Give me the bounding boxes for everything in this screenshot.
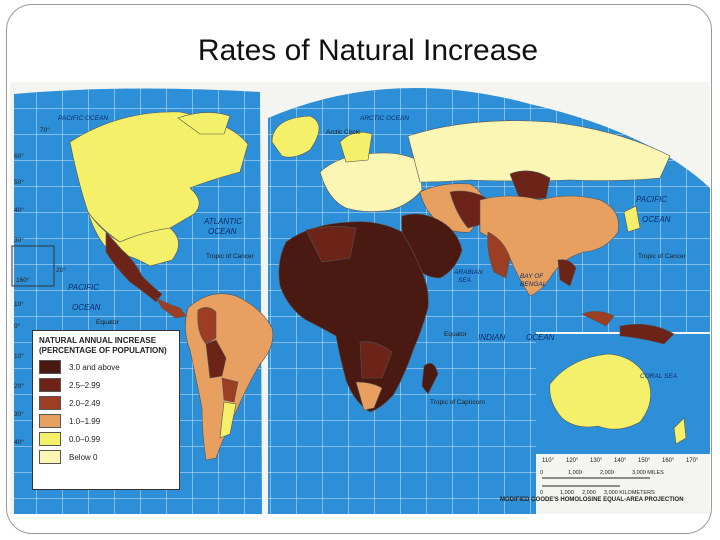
lon-label: 140° (614, 458, 627, 464)
lon-label: 110° (542, 458, 555, 464)
legend-row: 0.0–0.99 (39, 432, 173, 446)
slide-frame (6, 4, 712, 534)
australia (549, 353, 687, 445)
label-indian-1: INDIAN (478, 333, 505, 342)
legend-row: 2.0–2.49 (39, 396, 173, 410)
lat-label: 40° (14, 438, 24, 446)
lat-label: 50° (14, 178, 24, 186)
europe (319, 131, 423, 212)
lon-label: 130° (590, 458, 603, 464)
scale-tick: 0 (540, 490, 543, 496)
lat-label: 160° (16, 276, 30, 284)
scale-tick: 1,000 (560, 490, 574, 496)
lat-label: 30° (14, 410, 24, 418)
map-legend: NATURAL ANNUAL INCREASE (PERCENTAGE OF P… (32, 330, 180, 490)
lat-label: 10° (14, 300, 24, 308)
scale-tick: 0 (540, 470, 543, 476)
lat-label: 20° (14, 382, 24, 390)
label-arctic-circle: Arctic Circle (326, 129, 361, 136)
slide-title: Rates of Natural Increase (197, 34, 539, 67)
legend-label: 0.0–0.99 (69, 434, 101, 444)
south-america (185, 293, 274, 461)
legend-swatch (39, 450, 61, 464)
lon-label: 120° (566, 458, 579, 464)
label-tropic-cancer-e: Tropic of Cancer (638, 253, 687, 260)
label-indian-2: OCEAN (526, 333, 555, 342)
legend-swatch (39, 432, 61, 446)
legend-label: 2.0–2.49 (69, 398, 101, 408)
lon-label: 170° (686, 458, 699, 464)
scale-km-label: 3,000 KILOMETERS (604, 490, 655, 496)
lat-labels: 70° 60° 50° 40° 30° 20° 160° 10° 0° 10° … (14, 126, 66, 446)
legend-row: Below 0 (39, 450, 173, 464)
north-america (69, 111, 249, 319)
legend-swatch (39, 414, 61, 428)
label-pacific-n: PACIFIC OCEAN (58, 115, 108, 122)
lat-label: 40° (14, 206, 24, 214)
lon-label: 160° (662, 458, 675, 464)
lat-label: 10° (14, 352, 24, 360)
legend-swatch (39, 378, 61, 392)
legend-title-line2: (PERCENTAGE OF POPULATION) (39, 346, 167, 355)
label-coral-sea: CORAL SEA (640, 373, 677, 380)
scale-tick: 2,000 (600, 470, 614, 476)
asia (479, 195, 675, 345)
lat-label: 60° (14, 152, 24, 160)
label-pacific-w-2: OCEAN (72, 303, 101, 312)
russia (407, 120, 671, 183)
label-tropic-cancer-w: Tropic of Cancer (206, 253, 255, 260)
lat-label: 0° (14, 322, 21, 330)
legend-label: 2.5–2.99 (69, 380, 101, 390)
legend-row: 3.0 and above (39, 360, 173, 374)
hawaii-inset (11, 245, 55, 287)
projection-note: MODIFIED GOODE'S HOMOLOSINE EQUAL-AREA P… (500, 497, 684, 503)
label-arctic-ocean: ARCTIC OCEAN (359, 115, 409, 122)
lat-label: 70° (40, 126, 50, 134)
greenland (271, 115, 320, 158)
label-equator-e: Equator (444, 331, 468, 338)
scale-bar: 0 1,000 2,000 3,000 MILES 0 1,000 2,000 … (540, 470, 664, 496)
scale-tick: 1,000 (568, 470, 582, 476)
legend-swatch (39, 396, 61, 410)
legend-label: 1.0–1.99 (69, 416, 101, 426)
africa (278, 221, 439, 413)
legend-row: 2.5–2.99 (39, 378, 173, 392)
label-pacific-e-1: PACIFIC (636, 195, 667, 204)
label-pacific-w-1: PACIFIC (68, 283, 99, 292)
label-pacific-e-2: OCEAN (642, 215, 671, 224)
label-arabian-2: SEA (458, 277, 471, 284)
label-atlantic-2: OCEAN (208, 227, 237, 236)
label-bengal-1: BAY OF (520, 273, 544, 280)
scale-tick: 2,000 (582, 490, 596, 496)
legend-label: 3.0 and above (69, 362, 120, 372)
label-equator-w: Equator (96, 319, 120, 326)
lon-label: 150° (638, 458, 651, 464)
lon-labels: 110° 120° 130° 140° 150° 160° 170° (542, 458, 699, 464)
lat-label: 20° (56, 266, 66, 274)
legend-row: 1.0–1.99 (39, 414, 173, 428)
label-arabian-1: ARABIAN (453, 269, 483, 276)
legend-swatch (39, 360, 61, 374)
lat-label: 30° (14, 236, 24, 244)
label-tropic-capricorn: Tropic of Capricorn (430, 399, 485, 406)
label-atlantic-1: ATLANTIC (203, 217, 242, 226)
legend-title-line1: NATURAL ANNUAL INCREASE (39, 336, 157, 345)
label-bengal-2: BENGAL (520, 281, 547, 288)
scale-miles-label: 3,000 MILES (632, 470, 664, 476)
legend-label: Below 0 (69, 452, 98, 462)
